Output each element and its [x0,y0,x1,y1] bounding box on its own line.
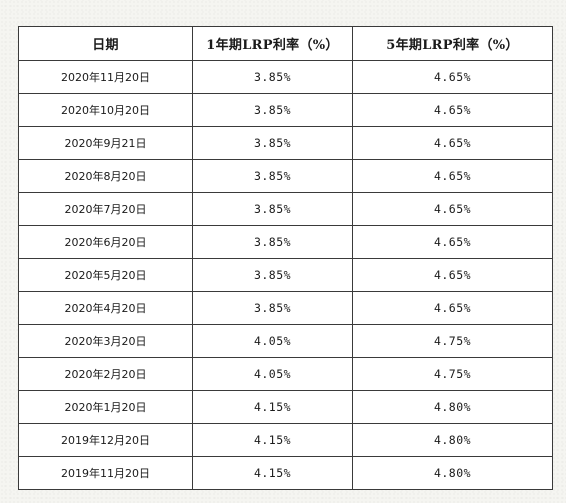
lpr-5y-cell: 4.65% [352,291,553,325]
header-row: 日期 1年期LRP利率（%） 5年期LRP利率（%） [18,26,553,61]
lpr-5y-cell: 4.65% [352,258,553,292]
lpr-1y-cell: 3.85% [192,258,353,292]
lpr-5y-cell: 4.65% [352,126,553,160]
lpr-rate-table-container: 日期 1年期LRP利率（%） 5年期LRP利率（%） 2020年11月20日 3.… [18,26,553,492]
lpr-1y-cell: 3.85% [192,126,353,160]
lpr-1y-cell: 3.85% [192,225,353,259]
lpr-rate-table: 日期 1年期LRP利率（%） 5年期LRP利率（%） 2020年11月20日 3.… [18,26,553,490]
date-cell: 2019年11月20日 [18,456,193,490]
table-row: 2020年4月20日 3.85% 4.65% [18,291,553,325]
table-row: 2019年11月20日 4.15% 4.80% [18,456,553,490]
table-row: 2020年8月20日 3.85% 4.65% [18,159,553,193]
table-row: 2020年9月21日 3.85% 4.65% [18,126,553,160]
date-cell: 2019年12月20日 [18,423,193,457]
lpr-5y-cell: 4.80% [352,390,553,424]
lpr-1y-cell: 3.85% [192,192,353,226]
table-row: 2020年2月20日 4.05% 4.75% [18,357,553,391]
table-row: 2020年10月20日 3.85% 4.65% [18,93,553,127]
lpr-1y-cell: 4.05% [192,357,353,391]
lpr-5y-cell: 4.75% [352,324,553,358]
header-lpr-1y: 1年期LRP利率（%） [192,26,353,61]
table-row: 2020年11月20日 3.85% 4.65% [18,60,553,94]
lpr-5y-cell: 4.65% [352,225,553,259]
lpr-1y-cell: 3.85% [192,159,353,193]
date-cell: 2020年5月20日 [18,258,193,292]
date-cell: 2020年6月20日 [18,225,193,259]
date-cell: 2020年1月20日 [18,390,193,424]
lpr-5y-cell: 4.75% [352,357,553,391]
lpr-5y-cell: 4.65% [352,93,553,127]
lpr-1y-cell: 4.15% [192,456,353,490]
header-date: 日期 [18,26,193,61]
table-row: 2020年1月20日 4.15% 4.80% [18,390,553,424]
lpr-5y-cell: 4.65% [352,192,553,226]
lpr-1y-cell: 4.15% [192,423,353,457]
lpr-1y-cell: 4.15% [192,390,353,424]
date-cell: 2020年2月20日 [18,357,193,391]
date-cell: 2020年8月20日 [18,159,193,193]
lpr-1y-cell: 3.85% [192,291,353,325]
lpr-5y-cell: 4.65% [352,60,553,94]
table-row: 2020年3月20日 4.05% 4.75% [18,324,553,358]
lpr-5y-cell: 4.80% [352,456,553,490]
date-cell: 2020年9月21日 [18,126,193,160]
table-row: 2020年5月20日 3.85% 4.65% [18,258,553,292]
lpr-1y-cell: 4.05% [192,324,353,358]
date-cell: 2020年10月20日 [18,93,193,127]
lpr-1y-cell: 3.85% [192,60,353,94]
date-cell: 2020年11月20日 [18,60,193,94]
table-row: 2020年7月20日 3.85% 4.65% [18,192,553,226]
table-row: 2020年6月20日 3.85% 4.65% [18,225,553,259]
table-row: 2019年12月20日 4.15% 4.80% [18,423,553,457]
header-lpr-5y: 5年期LRP利率（%） [352,26,553,61]
date-cell: 2020年7月20日 [18,192,193,226]
date-cell: 2020年3月20日 [18,324,193,358]
lpr-5y-cell: 4.80% [352,423,553,457]
date-cell: 2020年4月20日 [18,291,193,325]
table-header: 日期 1年期LRP利率（%） 5年期LRP利率（%） [18,26,553,61]
lpr-5y-cell: 4.65% [352,159,553,193]
table-body: 2020年11月20日 3.85% 4.65% 2020年10月20日 3.85% 4.6… [18,60,553,490]
lpr-1y-cell: 3.85% [192,93,353,127]
